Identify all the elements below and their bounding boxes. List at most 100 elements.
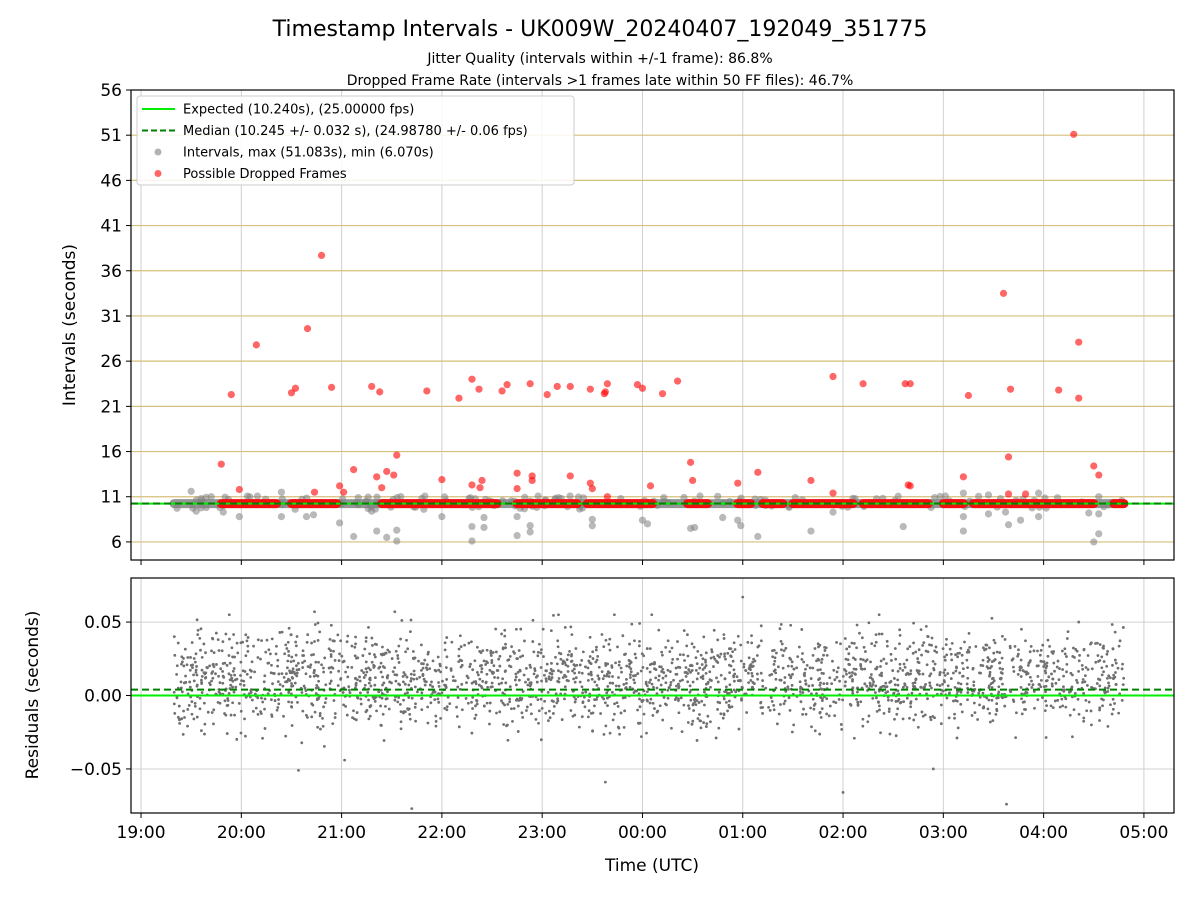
residual-point xyxy=(920,710,924,714)
residual-point xyxy=(987,646,991,650)
residual-point xyxy=(725,700,728,704)
residual-point xyxy=(443,641,447,645)
residual-point xyxy=(1030,686,1034,689)
residual-point xyxy=(1078,653,1081,657)
residual-point xyxy=(998,677,1002,680)
interval-point xyxy=(534,492,542,500)
residual-point xyxy=(347,685,351,689)
residual-point xyxy=(175,696,179,700)
residual-point xyxy=(855,623,859,627)
residual-point xyxy=(470,640,473,644)
residual-point xyxy=(988,670,992,674)
residual-point xyxy=(549,629,553,632)
residual-point xyxy=(1082,691,1086,695)
residual-point xyxy=(469,662,472,666)
residual-point xyxy=(284,672,288,676)
residual-point xyxy=(612,613,616,617)
residual-point xyxy=(634,674,637,677)
residual-point xyxy=(704,658,707,662)
residual-point xyxy=(540,679,543,683)
residual-point xyxy=(871,697,875,700)
residual-point xyxy=(888,732,892,736)
residual-point xyxy=(420,691,424,695)
residual-point xyxy=(393,610,397,614)
residual-point xyxy=(373,676,377,679)
residual-point xyxy=(358,675,361,679)
residual-point xyxy=(595,697,598,701)
residual-point xyxy=(830,682,834,686)
residual-point xyxy=(954,669,958,673)
dropped-frame-point xyxy=(350,466,358,474)
interval-point xyxy=(187,487,195,495)
residual-point xyxy=(619,666,623,670)
residual-point xyxy=(966,666,969,670)
residual-point xyxy=(988,720,992,724)
residual-point xyxy=(520,711,524,715)
residual-point xyxy=(723,652,726,656)
residual-point xyxy=(208,683,212,687)
residual-point xyxy=(698,719,702,723)
residual-point xyxy=(869,676,873,680)
residual-point xyxy=(1018,668,1022,672)
residual-point xyxy=(1081,680,1084,684)
residual-point xyxy=(901,717,905,721)
residual-point xyxy=(600,633,604,636)
residual-point xyxy=(195,618,199,622)
residual-point xyxy=(1024,690,1028,694)
residual-point xyxy=(861,717,865,721)
residual-point xyxy=(367,666,370,670)
residual-point xyxy=(1075,678,1078,682)
residual-point xyxy=(456,696,460,699)
residual-point xyxy=(869,660,872,664)
residual-point xyxy=(818,732,822,736)
residual-point xyxy=(514,672,518,676)
residual-point xyxy=(1044,736,1048,739)
interval-point xyxy=(930,494,939,502)
dropped-frame-point xyxy=(566,382,574,391)
residual-point xyxy=(177,704,181,708)
residual-point xyxy=(661,667,665,671)
residual-point xyxy=(220,649,224,653)
residual-point xyxy=(602,645,606,649)
residual-point xyxy=(959,646,963,650)
residual-point xyxy=(557,613,560,617)
residual-point xyxy=(1105,664,1109,668)
residual-point xyxy=(909,705,913,709)
residual-point xyxy=(476,673,480,677)
residual-point xyxy=(214,631,218,635)
residual-point xyxy=(781,666,785,670)
residual-point xyxy=(275,644,278,648)
residual-point xyxy=(544,669,548,673)
residual-point xyxy=(232,633,236,636)
residual-point xyxy=(709,656,713,660)
residual-point xyxy=(423,679,427,683)
residual-point xyxy=(429,701,433,705)
residual-point xyxy=(1003,638,1007,641)
residual-point xyxy=(1102,644,1105,648)
residual-point xyxy=(1062,674,1065,678)
residual-point xyxy=(844,657,848,661)
residual-point xyxy=(811,697,815,701)
residual-point xyxy=(364,636,368,640)
residual-point xyxy=(323,701,327,705)
residual-point xyxy=(536,698,540,702)
residual-point xyxy=(905,686,909,689)
residual-point xyxy=(390,657,394,660)
residual-point xyxy=(231,701,235,705)
residual-point xyxy=(556,645,560,649)
residual-point xyxy=(481,649,485,653)
residual-point xyxy=(693,696,697,700)
residual-point xyxy=(925,663,929,667)
residual-point xyxy=(906,671,909,675)
dropped-frame-point xyxy=(310,488,319,496)
residual-point xyxy=(539,651,543,655)
dropped-frame-point xyxy=(373,473,381,481)
dropped-frame-point xyxy=(807,476,815,485)
residual-point xyxy=(354,681,358,685)
residual-point xyxy=(539,738,543,742)
residual-point xyxy=(808,666,812,670)
residual-point xyxy=(406,691,409,695)
residual-point xyxy=(973,711,977,715)
residual-point xyxy=(588,635,592,639)
residual-point xyxy=(895,712,899,716)
